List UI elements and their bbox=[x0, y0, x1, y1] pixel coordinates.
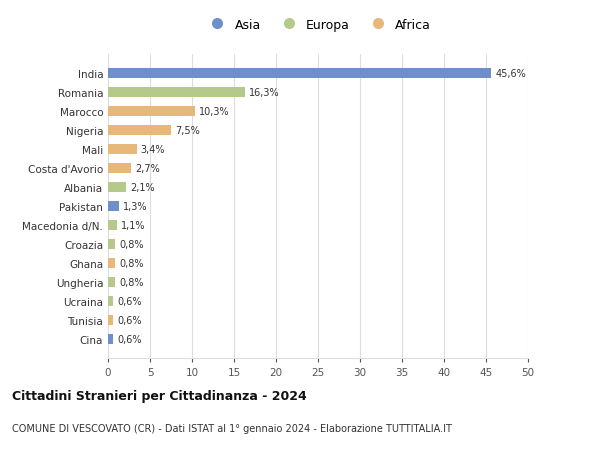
Legend: Asia, Europa, Africa: Asia, Europa, Africa bbox=[200, 14, 436, 37]
Bar bbox=[108, 202, 119, 212]
Text: 0,6%: 0,6% bbox=[117, 334, 142, 344]
Bar bbox=[108, 126, 171, 136]
Text: 2,7%: 2,7% bbox=[135, 164, 160, 174]
Text: 0,8%: 0,8% bbox=[119, 240, 143, 249]
Text: 0,6%: 0,6% bbox=[117, 296, 142, 306]
Text: 1,3%: 1,3% bbox=[123, 202, 148, 212]
Bar bbox=[108, 163, 131, 174]
Bar bbox=[108, 220, 117, 231]
Bar bbox=[108, 258, 115, 269]
Text: 2,1%: 2,1% bbox=[130, 183, 154, 193]
Bar bbox=[108, 182, 125, 193]
Bar bbox=[108, 315, 113, 325]
Bar bbox=[108, 69, 491, 79]
Text: COMUNE DI VESCOVATO (CR) - Dati ISTAT al 1° gennaio 2024 - Elaborazione TUTTITAL: COMUNE DI VESCOVATO (CR) - Dati ISTAT al… bbox=[12, 424, 452, 433]
Text: 16,3%: 16,3% bbox=[249, 88, 280, 98]
Bar bbox=[108, 106, 194, 117]
Bar bbox=[108, 239, 115, 250]
Bar bbox=[108, 88, 245, 98]
Bar bbox=[108, 334, 113, 344]
Text: 1,1%: 1,1% bbox=[121, 220, 146, 230]
Bar bbox=[108, 277, 115, 287]
Bar bbox=[108, 145, 137, 155]
Text: 0,8%: 0,8% bbox=[119, 277, 143, 287]
Bar bbox=[108, 296, 113, 307]
Text: 0,8%: 0,8% bbox=[119, 258, 143, 269]
Text: 45,6%: 45,6% bbox=[495, 69, 526, 79]
Text: 10,3%: 10,3% bbox=[199, 107, 229, 117]
Text: 7,5%: 7,5% bbox=[175, 126, 200, 136]
Text: 3,4%: 3,4% bbox=[141, 145, 165, 155]
Text: 0,6%: 0,6% bbox=[117, 315, 142, 325]
Text: Cittadini Stranieri per Cittadinanza - 2024: Cittadini Stranieri per Cittadinanza - 2… bbox=[12, 389, 307, 403]
